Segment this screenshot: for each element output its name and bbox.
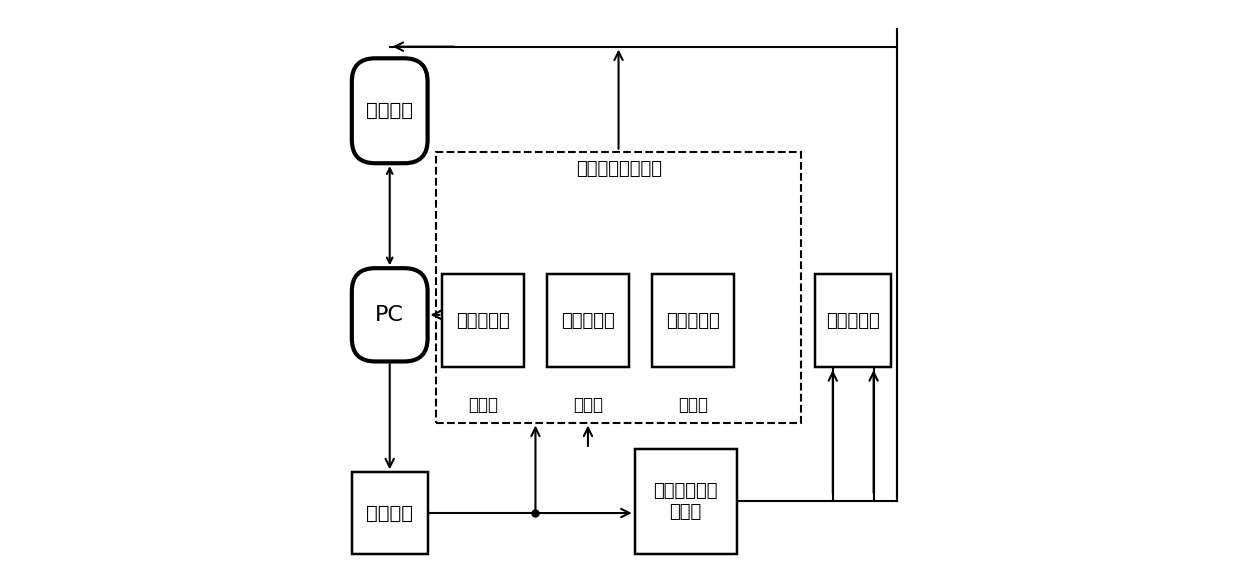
FancyBboxPatch shape: [352, 268, 428, 361]
Bar: [652, 274, 734, 367]
Text: 挂表架: 挂表架: [467, 396, 498, 415]
Text: 电压闪变信号
发生器: 电压闪变信号 发生器: [653, 482, 718, 521]
Text: 挂表架: 挂表架: [678, 396, 708, 415]
Bar: [436, 152, 801, 423]
Text: 被检电能表: 被检电能表: [560, 312, 615, 329]
Bar: [443, 274, 523, 367]
Text: PC: PC: [376, 305, 404, 325]
Text: 程控电源: 程控电源: [366, 504, 413, 522]
Text: 被检电能表: 被检电能表: [456, 312, 510, 329]
Text: 被检电能表: 被检电能表: [666, 312, 719, 329]
Text: 高低温控制试验箱: 高低温控制试验箱: [575, 160, 662, 178]
Bar: [547, 274, 629, 367]
FancyBboxPatch shape: [352, 58, 428, 163]
Bar: [352, 472, 428, 554]
Text: 总控中心: 总控中心: [366, 101, 413, 120]
Bar: [816, 274, 892, 367]
Text: 挂表架: 挂表架: [573, 396, 603, 415]
Bar: [635, 449, 737, 554]
Text: 标准电能表: 标准电能表: [826, 312, 880, 329]
